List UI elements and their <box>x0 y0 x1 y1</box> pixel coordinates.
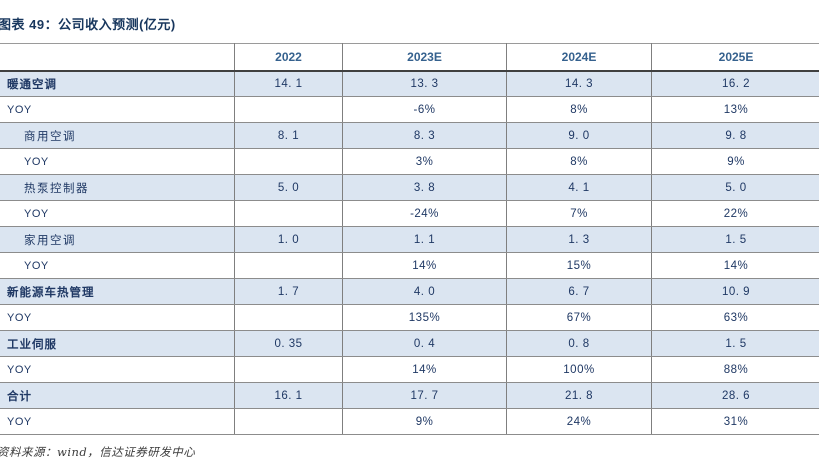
cell-value: 8% <box>506 96 652 123</box>
cell-value: 135% <box>342 304 507 331</box>
cell-value: 63% <box>651 304 819 331</box>
cell-value: -24% <box>342 200 507 227</box>
cell-value: 6. 7 <box>506 278 652 305</box>
cell-value: 1. 0 <box>234 226 343 253</box>
row-label: 商用空调 <box>0 122 235 149</box>
cell-value <box>234 304 343 331</box>
cell-value: 14% <box>342 356 507 383</box>
row-label: YOY <box>0 304 235 331</box>
row-label: 热泵控制器 <box>0 174 235 201</box>
row-label: YOY <box>0 252 235 279</box>
row-label: 新能源车热管理 <box>0 278 235 305</box>
revenue-forecast-table: 2022 2023E 2024E 2025E 暖通空调 14. 1 13. 3 14.… <box>0 43 819 435</box>
cell-value: 10. 9 <box>651 278 819 305</box>
cell-value: 14. 1 <box>234 70 343 97</box>
cell-value: 0. 4 <box>342 330 507 357</box>
row-label: YOY <box>0 148 235 175</box>
row-label: YOY <box>0 96 235 123</box>
cell-value: 0. 8 <box>506 330 652 357</box>
cell-value: 31% <box>651 408 819 435</box>
table-row: 家用空调 1. 0 1. 1 1. 3 1. 5 <box>0 226 819 253</box>
row-label: YOY <box>0 408 235 435</box>
table-row: YOY 14% 15% 14% <box>0 252 819 279</box>
row-label: 工业伺服 <box>0 330 235 357</box>
cell-value: 13% <box>651 96 819 123</box>
table-row: YOY 14% 100% 88% <box>0 356 819 383</box>
cell-value: 0. 35 <box>234 330 343 357</box>
row-label: 暖通空调 <box>0 70 235 97</box>
cell-value: 8. 1 <box>234 122 343 149</box>
cell-value <box>234 200 343 227</box>
header-cell-2024e: 2024E <box>506 43 652 72</box>
cell-value: 100% <box>506 356 652 383</box>
cell-value <box>234 252 343 279</box>
header-cell-2022: 2022 <box>234 43 343 72</box>
cell-value: 1. 3 <box>506 226 652 253</box>
cell-value: 9. 0 <box>506 122 652 149</box>
cell-value: 3. 8 <box>342 174 507 201</box>
header-cell-empty <box>0 43 235 72</box>
header-cell-2023e: 2023E <box>342 43 507 72</box>
table-row: 热泵控制器 5. 0 3. 8 4. 1 5. 0 <box>0 174 819 201</box>
cell-value: 13. 3 <box>342 70 507 97</box>
cell-value: 28. 6 <box>651 382 819 409</box>
table-row: YOY -6% 8% 13% <box>0 96 819 123</box>
cell-value: 9% <box>342 408 507 435</box>
cell-value: 21. 8 <box>506 382 652 409</box>
cell-value <box>234 96 343 123</box>
cell-value: 7% <box>506 200 652 227</box>
table-row: 合计 16. 1 17. 7 21. 8 28. 6 <box>0 382 819 409</box>
header-cell-2025e: 2025E <box>651 43 819 72</box>
table-row: YOY 9% 24% 31% <box>0 408 819 435</box>
cell-value: 8. 3 <box>342 122 507 149</box>
table-row: 商用空调 8. 1 8. 3 9. 0 9. 8 <box>0 122 819 149</box>
table-title: 图表 49：公司收入预测(亿元) <box>0 17 176 32</box>
table-row: YOY 135% 67% 63% <box>0 304 819 331</box>
cell-value: 15% <box>506 252 652 279</box>
cell-value: 22% <box>651 200 819 227</box>
cell-value: 16. 2 <box>651 70 819 97</box>
cell-value: 14% <box>651 252 819 279</box>
cell-value: -6% <box>342 96 507 123</box>
table-row: 工业伺服 0. 35 0. 4 0. 8 1. 5 <box>0 330 819 357</box>
source-note: 资料来源：wind，信达证券研发中心 <box>0 445 196 459</box>
row-label: 合计 <box>0 382 235 409</box>
cell-value: 9. 8 <box>651 122 819 149</box>
table-row: YOY -24% 7% 22% <box>0 200 819 227</box>
cell-value: 67% <box>506 304 652 331</box>
cell-value: 14% <box>342 252 507 279</box>
cell-value: 8% <box>506 148 652 175</box>
cell-value <box>234 148 343 175</box>
cell-value: 4. 1 <box>506 174 652 201</box>
table-row: YOY 3% 8% 9% <box>0 148 819 175</box>
cell-value <box>234 408 343 435</box>
table-row: 新能源车热管理 1. 7 4. 0 6. 7 10. 9 <box>0 278 819 305</box>
forecast-table-body: 暖通空调 14. 1 13. 3 14. 3 16. 2 YOY -6% 8% 13% 商用空调 8… <box>0 70 819 435</box>
cell-value: 4. 0 <box>342 278 507 305</box>
cell-value: 1. 5 <box>651 226 819 253</box>
cell-value: 1. 1 <box>342 226 507 253</box>
table-row: 暖通空调 14. 1 13. 3 14. 3 16. 2 <box>0 70 819 97</box>
table-header-row: 2022 2023E 2024E 2025E <box>0 43 819 72</box>
cell-value: 5. 0 <box>234 174 343 201</box>
row-label: YOY <box>0 356 235 383</box>
cell-value: 3% <box>342 148 507 175</box>
row-label: YOY <box>0 200 235 227</box>
cell-value: 16. 1 <box>234 382 343 409</box>
cell-value: 88% <box>651 356 819 383</box>
cell-value: 9% <box>651 148 819 175</box>
cell-value: 1. 5 <box>651 330 819 357</box>
cell-value: 24% <box>506 408 652 435</box>
cell-value: 1. 7 <box>234 278 343 305</box>
row-label: 家用空调 <box>0 226 235 253</box>
cell-value <box>234 356 343 383</box>
cell-value: 17. 7 <box>342 382 507 409</box>
cell-value: 14. 3 <box>506 70 652 97</box>
cell-value: 5. 0 <box>651 174 819 201</box>
